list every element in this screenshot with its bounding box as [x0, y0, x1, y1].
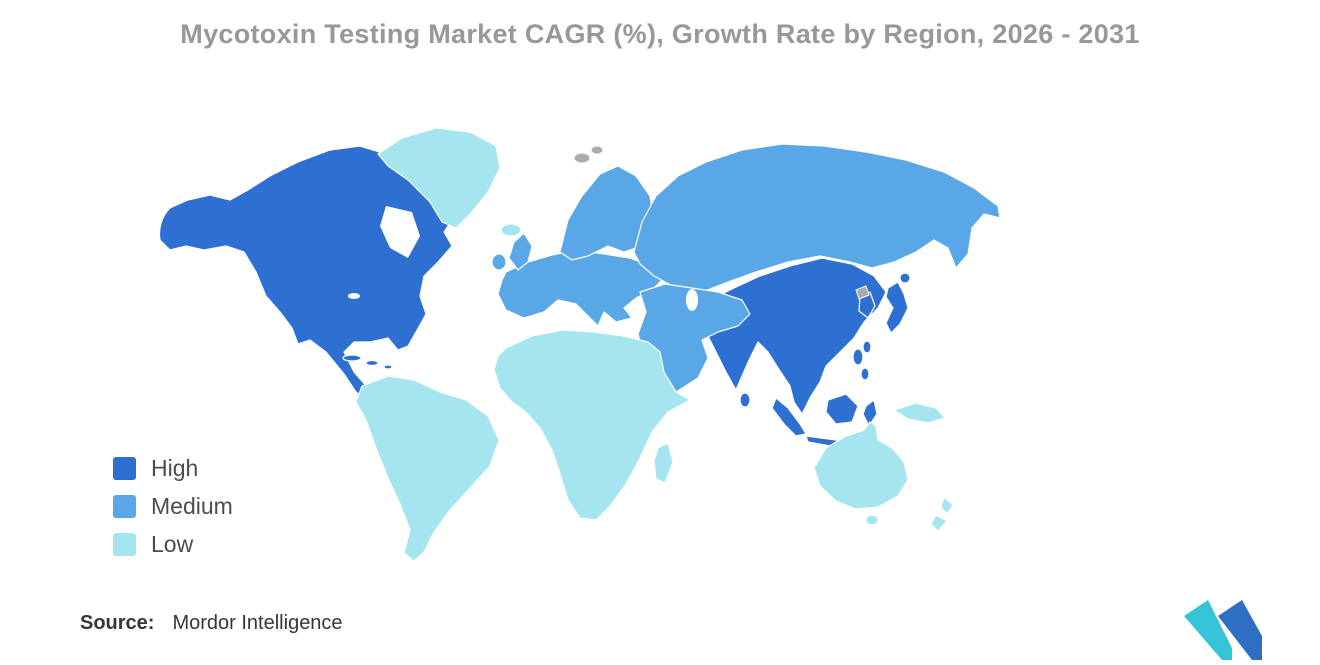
region-north-america — [158, 145, 457, 405]
region-svalbard-west — [573, 152, 591, 164]
mordor-intelligence-logo — [1184, 600, 1262, 660]
region-greenland — [377, 127, 501, 229]
legend-label-low: Low — [151, 530, 194, 557]
region-europe — [497, 249, 665, 327]
regions-high — [158, 145, 911, 448]
region-philippines-north — [852, 348, 864, 366]
region-taiwan — [862, 340, 872, 354]
chart-title: Mycotoxin Testing Market CAGR (%), Growt… — [180, 19, 1140, 49]
legend-label-medium: Medium — [151, 492, 233, 519]
region-iceland — [500, 223, 522, 237]
water-cutouts — [348, 206, 698, 311]
legend-item-low: Low — [113, 525, 233, 563]
hudson-bay — [380, 206, 420, 258]
region-new-zealand-north — [940, 496, 954, 515]
region-new-guinea — [893, 402, 946, 424]
region-africa — [493, 329, 691, 521]
region-united-kingdom — [508, 232, 533, 271]
region-north-korea — [855, 285, 870, 300]
legend-label-high: High — [151, 454, 199, 481]
region-japan — [885, 281, 909, 334]
legend-swatch-medium-icon — [113, 494, 136, 518]
region-sumatra — [771, 397, 807, 437]
region-russia — [633, 143, 1001, 293]
logo-right-stroke — [1218, 600, 1262, 660]
region-new-zealand-south — [930, 514, 948, 532]
region-hokkaido — [899, 272, 911, 284]
source-value: Mordor Intelligence — [172, 612, 343, 634]
region-philippines-south — [860, 367, 870, 381]
region-south-america — [355, 375, 500, 562]
region-sulawesi — [862, 399, 878, 427]
legend-item-medium: Medium — [113, 487, 233, 525]
region-hispaniola — [365, 359, 379, 367]
caspian-sea — [686, 289, 698, 311]
logo-left-stroke — [1184, 600, 1232, 660]
region-asia-high — [693, 257, 887, 415]
region-cuba — [342, 354, 362, 362]
legend-swatch-low-icon — [113, 532, 136, 556]
region-australia — [813, 421, 909, 510]
region-madagascar — [653, 442, 674, 484]
region-tasmania — [865, 514, 879, 526]
region-puerto-rico — [383, 364, 393, 370]
regions-no-data — [573, 145, 870, 300]
region-svalbard-east — [590, 145, 604, 155]
region-ireland — [491, 253, 507, 271]
legend: High Medium Low — [113, 449, 233, 563]
legend-swatch-high-icon — [113, 456, 136, 480]
legend-item-high: High — [113, 449, 233, 487]
great-lakes — [348, 293, 360, 299]
region-borneo — [825, 393, 859, 425]
region-sri-lanka — [739, 392, 751, 408]
source-line: Source: Mordor Intelligence — [80, 612, 343, 635]
source-label: Source: — [80, 612, 155, 634]
regions-medium — [491, 143, 1001, 393]
regions-low — [355, 127, 954, 562]
